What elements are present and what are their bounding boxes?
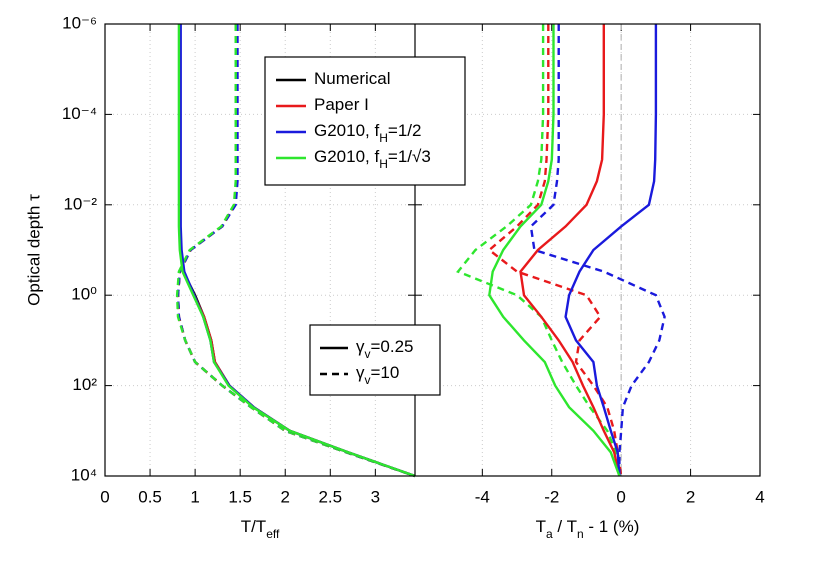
legend-label-part: Paper I (314, 95, 369, 114)
series-line (488, 24, 621, 477)
legend-label-part: G2010, f (314, 121, 379, 140)
x-tick-label: 0.5 (138, 487, 162, 506)
x-tick-label: 0 (616, 487, 625, 506)
legend-label: γv=10 (356, 363, 399, 387)
legend-box (309, 324, 441, 396)
legend-label: G2010, fH=1/2 (314, 121, 421, 145)
x-axis-label-part: T (536, 517, 546, 536)
y-tick-label: 10⁰ (71, 285, 97, 304)
x-tick-label: 2 (686, 487, 695, 506)
series-line (519, 24, 621, 477)
legend-label-part: =1/2 (388, 121, 422, 140)
x-tick-label: -4 (475, 487, 490, 506)
x-axis-label: Ta / Tn - 1 (%) (536, 517, 640, 541)
y-tick-label: 10⁻⁴ (62, 104, 97, 123)
legend-box (264, 56, 466, 186)
x-tick-label: 1 (190, 487, 199, 506)
legend-label-part: G2010, f (314, 147, 379, 166)
legend-label: Numerical (314, 69, 391, 88)
x-tick-label: 1.5 (228, 487, 252, 506)
legend-label-part: H (379, 131, 388, 145)
x-tick-label: 4 (755, 487, 764, 506)
x-axis-label-part: T/T (241, 517, 267, 536)
legend-label-part: H (379, 157, 388, 171)
x-axis-label-part: n (577, 527, 584, 541)
legend-label-part: v (365, 373, 371, 387)
legend-label-part: =1/√3 (388, 147, 431, 166)
series-line (487, 24, 623, 477)
x-axis-label-part: a (546, 527, 553, 541)
x-axis-label-part: - 1 (%) (584, 517, 640, 536)
series-line (529, 24, 666, 476)
legend-label-part: =0.25 (371, 337, 414, 356)
legend-label: Paper I (314, 95, 369, 114)
x-axis-label-part: eff (266, 527, 280, 541)
y-axis-label: Optical depth τ (24, 194, 43, 306)
x-tick-label: 3 (371, 487, 380, 506)
y-tick-label: 10⁴ (71, 465, 97, 484)
x-tick-label: 2.5 (318, 487, 342, 506)
x-tick-label: -2 (544, 487, 559, 506)
legend-label-part: γ (356, 363, 365, 382)
legend-label: γv=0.25 (356, 337, 414, 361)
legend-label-part: =10 (371, 363, 400, 382)
y-tick-label: 10⁻⁶ (62, 13, 97, 32)
series-line (177, 24, 416, 478)
x-axis-label: T/Teff (241, 517, 280, 541)
legend-label: G2010, fH=1/√3 (314, 147, 431, 171)
legend-label-part: γ (356, 337, 365, 356)
series-line (456, 24, 621, 477)
series-line (175, 24, 416, 478)
y-tick-label: 10² (72, 375, 97, 394)
series-line (564, 24, 658, 477)
legend-label-part: v (365, 347, 371, 361)
legend-label-part: Numerical (314, 69, 391, 88)
y-tick-label: 10⁻² (63, 194, 97, 213)
plot-frame (104, 23, 761, 477)
x-axis-label-part: / T (553, 517, 577, 536)
x-tick-label: 2 (280, 487, 289, 506)
x-tick-label: 0 (100, 487, 109, 506)
